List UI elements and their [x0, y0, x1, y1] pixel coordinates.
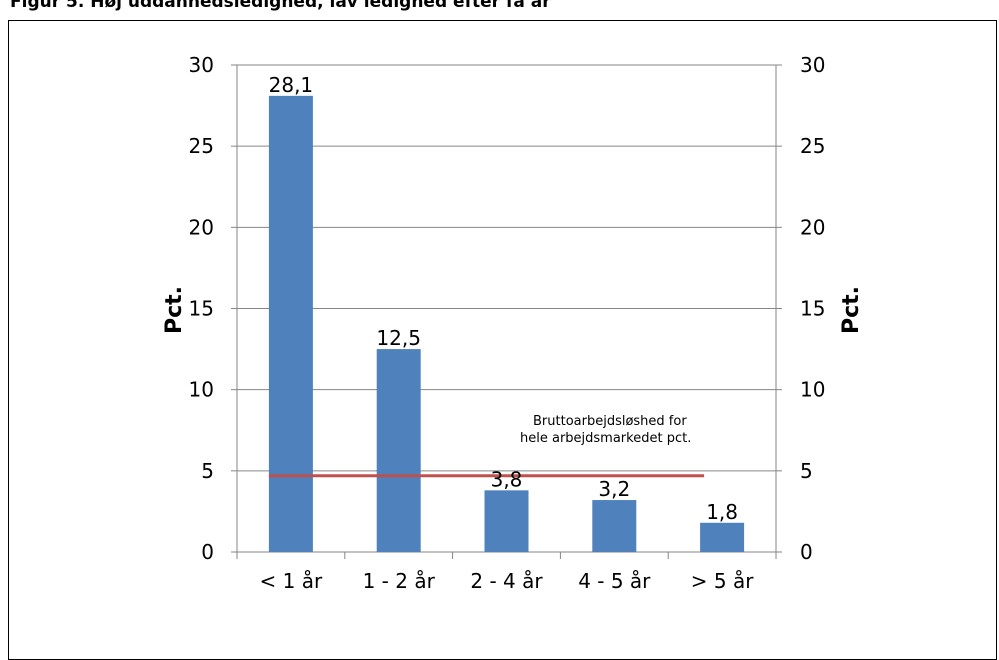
- bar: [376, 349, 421, 552]
- y-tick-label-right: 15: [800, 297, 825, 321]
- y-tick-label-left: 25: [189, 134, 214, 158]
- chart: 0 0 5 5 10 10 15 15 20 20 25 25 30 30 28,1 < 1 år 12,5 1 …: [162, 53, 864, 593]
- x-tick-label: < 1 år: [260, 569, 323, 593]
- bar: [268, 95, 313, 553]
- y-tick-label-left: 0: [201, 540, 214, 564]
- x-tick-label: 4 - 5 år: [578, 569, 651, 593]
- data-label: 1,8: [706, 500, 738, 524]
- y-axis-label-right: Pct.: [839, 286, 864, 334]
- x-tick-label: 1 - 2 år: [363, 569, 436, 593]
- y-tick-label-right: 30: [800, 53, 825, 77]
- x-tick-label: > 5 år: [691, 569, 754, 593]
- y-tick-label-left: 20: [189, 215, 214, 239]
- y-tick-label-left: 10: [189, 378, 214, 402]
- y-tick-label-left: 15: [189, 297, 214, 321]
- x-tick-label: 2 - 4 år: [470, 569, 543, 593]
- y-tick-label-left: 5: [201, 459, 214, 483]
- data-label: 3,8: [491, 467, 523, 491]
- bar: [592, 500, 637, 552]
- data-label: 3,2: [598, 477, 630, 501]
- y-tick-label-right: 25: [800, 134, 825, 158]
- y-tick-label-right: 20: [800, 215, 825, 239]
- y-tick-label-right: 10: [800, 378, 825, 402]
- y-tick-label-right: 0: [800, 540, 813, 564]
- bar: [484, 490, 529, 552]
- page-title: Figur 5. Høj uddannedsledighed, lav ledi…: [10, 0, 551, 12]
- y-tick-label-left: 30: [189, 53, 214, 77]
- reference-line-label-2: hele arbejdsmarkedet pct.: [520, 431, 691, 446]
- bar: [700, 522, 745, 552]
- labels: 0 0 5 5 10 10 15 15 20 20 25 25 30 30 28,1 < 1 år 12,5 1 …: [189, 53, 826, 593]
- data-label: 12,5: [376, 326, 421, 350]
- y-tick-label-right: 5: [800, 459, 813, 483]
- data-label: 28,1: [269, 73, 314, 97]
- y-axis-label-left: Pct.: [162, 286, 187, 334]
- gridlines: [237, 64, 776, 472]
- reference-line-label-1: Bruttoarbejdsløshed for: [533, 414, 687, 429]
